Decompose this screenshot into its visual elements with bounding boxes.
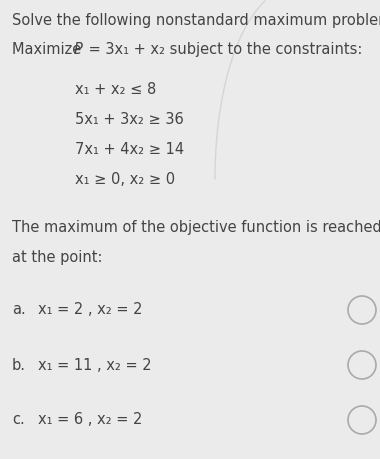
Text: 5x₁ + 3x₂ ≥ 36: 5x₁ + 3x₂ ≥ 36 [75, 112, 184, 127]
Text: b.: b. [12, 358, 26, 373]
Text: a.: a. [12, 302, 26, 318]
Text: Maximize: Maximize [12, 42, 86, 57]
Text: 7x₁ + 4x₂ ≥ 14: 7x₁ + 4x₂ ≥ 14 [75, 142, 184, 157]
Text: x₁ = 11 , x₂ = 2: x₁ = 11 , x₂ = 2 [38, 358, 152, 373]
Text: at the point:: at the point: [12, 250, 103, 265]
Text: Solve the following nonstandard maximum problem:: Solve the following nonstandard maximum … [12, 13, 380, 28]
Text: x₁ + x₂ ≤ 8: x₁ + x₂ ≤ 8 [75, 82, 156, 97]
Text: c.: c. [12, 413, 25, 427]
Text: The maximum of the objective function is reached: The maximum of the objective function is… [12, 220, 380, 235]
Text: x₁ = 6 , x₂ = 2: x₁ = 6 , x₂ = 2 [38, 413, 142, 427]
Text: = 3x₁ + x₂ subject to the constraints:: = 3x₁ + x₂ subject to the constraints: [84, 42, 363, 57]
Text: x₁ ≥ 0, x₂ ≥ 0: x₁ ≥ 0, x₂ ≥ 0 [75, 172, 175, 187]
Text: P: P [74, 42, 83, 57]
Text: x₁ = 2 , x₂ = 2: x₁ = 2 , x₂ = 2 [38, 302, 142, 318]
